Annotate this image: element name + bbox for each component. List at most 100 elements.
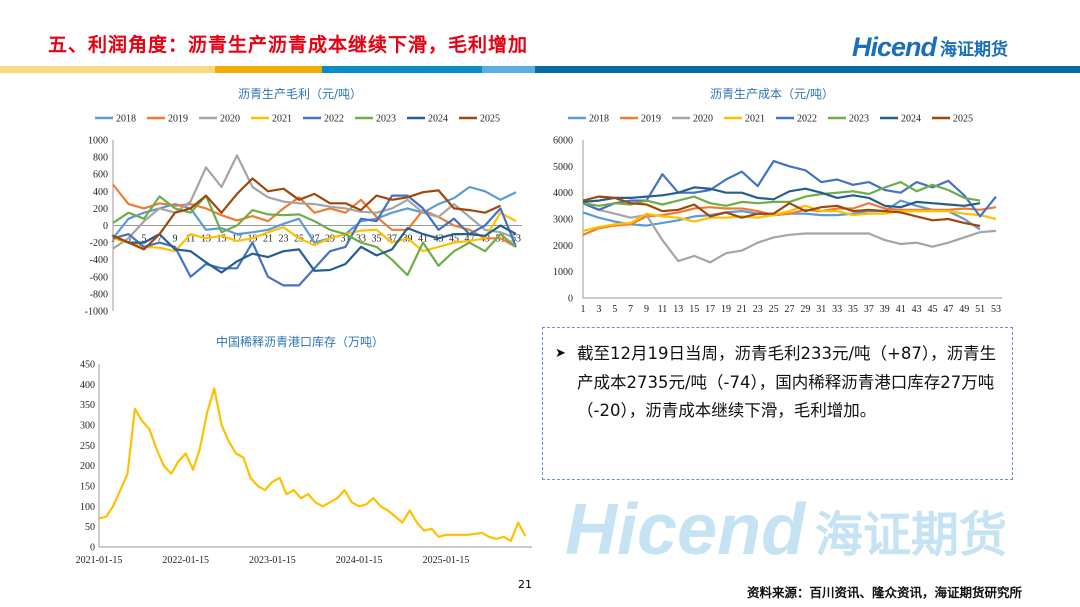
x-tick-label: 27 <box>785 304 795 315</box>
x-tick-label: 2023-01-15 <box>249 555 296 566</box>
legend-label: 2019 <box>641 114 661 125</box>
series-line-2023 <box>112 194 517 277</box>
legend-label: 2023 <box>849 114 869 125</box>
y-tick-label: 0 <box>103 221 108 232</box>
y-tick-label: 200 <box>80 461 95 472</box>
y-tick-label: 100 <box>80 502 95 513</box>
y-tick-label: 250 <box>80 441 95 452</box>
y-tick-label: 2000 <box>553 241 573 252</box>
x-tick-label: 9 <box>173 234 178 245</box>
x-tick-label: 15 <box>689 304 699 315</box>
y-tick-label: 1000 <box>88 136 108 147</box>
y-tick-label: 6000 <box>553 136 573 147</box>
x-tick-label: 43 <box>912 304 922 315</box>
x-tick-label: 35 <box>372 234 382 245</box>
legend-label: 2018 <box>589 114 609 125</box>
x-tick-label: 45 <box>927 304 937 315</box>
chart-title-profit: 沥青生产毛利（元/吨） <box>237 87 363 101</box>
header-bar-segment <box>0 66 215 73</box>
x-tick-label: 47 <box>465 234 475 245</box>
x-tick-label: 25 <box>769 304 779 315</box>
chart-title-cost: 沥青生产成本（元/吨） <box>709 87 835 101</box>
summary-text: 截至12月19日当周，沥青毛利233元/吨（+87），沥青生产成本2735元/吨… <box>577 344 997 420</box>
header-bar-segment <box>215 66 322 73</box>
x-tick-label: 21 <box>737 304 747 315</box>
logo: Hicend 海证期货 <box>852 32 1008 63</box>
y-tick-label: 800 <box>93 153 108 164</box>
x-tick-label: 5 <box>612 304 617 315</box>
logo-text-cn: 海证期货 <box>940 40 1009 60</box>
page-number: 21 <box>518 578 532 591</box>
legend-label: 2021 <box>745 114 765 125</box>
y-tick-label: 3000 <box>553 215 573 226</box>
x-tick-label: 23 <box>753 304 763 315</box>
header-bar-segment <box>482 66 535 73</box>
watermark-en: Hicend <box>565 490 806 570</box>
y-tick-label: -200 <box>90 238 108 249</box>
series-line-2025 <box>112 177 501 251</box>
x-tick-label: 15 <box>217 234 227 245</box>
x-tick-label: 5 <box>142 234 147 245</box>
chart-title-inventory: 中国稀释沥青港口库存（万吨） <box>215 335 385 349</box>
x-tick-label: 17 <box>232 234 242 245</box>
y-tick-label: 300 <box>80 421 95 432</box>
series-line-2020 <box>582 202 997 264</box>
series-line-2024 <box>582 186 981 209</box>
x-tick-label: 21 <box>263 234 273 245</box>
x-tick-label: 29 <box>800 304 810 315</box>
series-line-2021 <box>112 211 517 253</box>
x-tick-label: 31 <box>341 234 351 245</box>
legend-label: 2024 <box>428 114 448 125</box>
series-line-2022 <box>582 160 997 218</box>
x-tick-label: 17 <box>705 304 715 315</box>
logo-text-en: Hicend <box>852 32 937 62</box>
legend-label: 2018 <box>116 114 136 125</box>
x-tick-label: 7 <box>157 234 162 245</box>
x-tick-label: 9 <box>644 304 649 315</box>
x-tick-label: 19 <box>721 304 731 315</box>
x-tick-label: 2025-01-15 <box>423 555 470 566</box>
series-line-inventory <box>98 387 527 543</box>
y-tick-label: 4000 <box>553 188 573 199</box>
series-line-2024 <box>112 224 517 274</box>
x-tick-label: 33 <box>356 234 366 245</box>
series-line-2025 <box>582 195 981 228</box>
y-tick-label: -800 <box>90 289 108 300</box>
y-tick-label: 400 <box>93 187 108 198</box>
x-tick-label: 31 <box>816 304 826 315</box>
header-bar-segment <box>535 66 1080 73</box>
y-tick-label: -1000 <box>85 307 108 318</box>
y-tick-label: 350 <box>80 400 95 411</box>
x-tick-label: 2021-01-15 <box>76 555 123 566</box>
legend-label: 2020 <box>693 114 713 125</box>
x-tick-label: 37 <box>387 234 397 245</box>
x-tick-label: 11 <box>186 234 196 245</box>
legend-label: 2022 <box>324 114 344 125</box>
y-tick-label: 600 <box>93 170 108 181</box>
header-bar-segment <box>322 66 482 73</box>
legend-label: 2021 <box>272 114 292 125</box>
x-tick-label: 37 <box>864 304 874 315</box>
x-tick-label: 2022-01-15 <box>162 555 209 566</box>
x-tick-label: 35 <box>848 304 858 315</box>
x-tick-label: 7 <box>628 304 633 315</box>
y-tick-label: -400 <box>90 255 108 266</box>
y-tick-label: 200 <box>93 204 108 215</box>
y-tick-label: 450 <box>80 360 95 371</box>
legend-label: 2023 <box>376 114 396 125</box>
source-note: 资料来源：百川资讯、隆众资讯，海证期货研究所 <box>746 585 1022 600</box>
y-tick-label: 1000 <box>553 267 573 278</box>
legend-label: 2020 <box>220 114 240 125</box>
bullet-arrow-icon: ➤ <box>555 346 566 361</box>
legend-label: 2022 <box>797 114 817 125</box>
x-tick-label: 51 <box>975 304 985 315</box>
watermark-cn: 海证期货 <box>815 509 1008 562</box>
y-tick-label: 5000 <box>553 162 573 173</box>
series-line-2021 <box>582 204 997 232</box>
x-tick-label: 13 <box>673 304 683 315</box>
series-line-2022 <box>112 194 518 287</box>
series-line-2019 <box>582 202 997 236</box>
x-tick-label: 41 <box>896 304 906 315</box>
y-tick-label: 0 <box>568 294 573 305</box>
